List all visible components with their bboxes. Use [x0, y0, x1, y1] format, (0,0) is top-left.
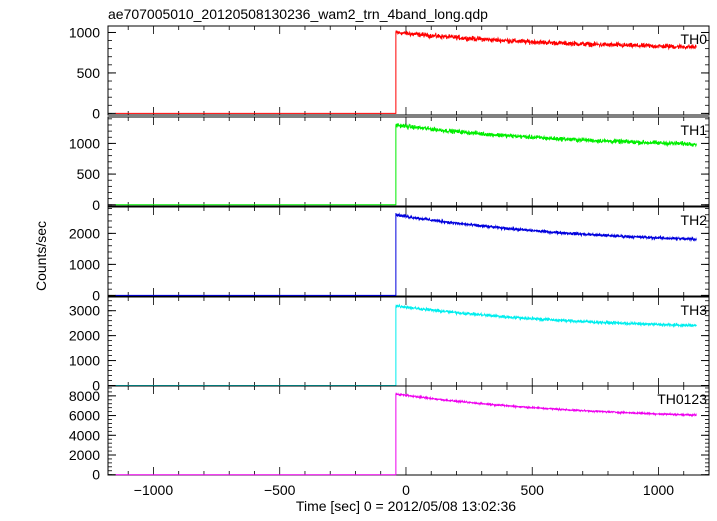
- series-name-th0: TH0: [681, 31, 708, 47]
- series-line-th0123: [115, 392, 697, 476]
- x-tick-label: 500: [521, 482, 545, 498]
- y-tick-label: 0: [92, 105, 100, 121]
- panel-th0: 0 500 1000 TH0: [69, 24, 710, 121]
- series-name-th1: TH1: [681, 122, 708, 138]
- x-tick-label: −1000: [134, 482, 174, 498]
- y-tick-label: 2000: [69, 225, 100, 241]
- y-tick-label: 500: [77, 65, 101, 81]
- panels-group: 0 500 1000 TH0 0 500 1000 TH1 0 1000 2000 TH2 0 1000 2…: [69, 24, 710, 498]
- x-tick-label: 0: [402, 482, 410, 498]
- panel-th3: 0 1000 2000 3000 TH3: [69, 296, 710, 394]
- y-tick-label: 1000: [69, 256, 100, 272]
- y-tick-label: 0: [92, 197, 100, 213]
- x-tick-label: −500: [264, 482, 296, 498]
- series-name-th2: TH2: [681, 212, 708, 228]
- y-tick-label: 0: [92, 378, 100, 394]
- panel-frame: [107, 206, 710, 297]
- series-line-th3: [115, 303, 697, 386]
- y-tick-label: 2000: [69, 447, 100, 463]
- panel-frame: [107, 296, 710, 387]
- y-tick-label: 500: [77, 166, 101, 182]
- y-tick-label: 1000: [69, 135, 100, 151]
- panel-frame: [107, 25, 710, 116]
- panel-frame: [107, 116, 710, 207]
- y-tick-label: 1000: [69, 353, 100, 369]
- y-tick-label: 0: [92, 467, 100, 483]
- panel-th1: 0 500 1000 TH1: [69, 116, 710, 213]
- panel-th0123: 0 2000 4000 6000 8000 TH0123: [69, 385, 710, 483]
- panel-th2: 0 1000 2000 TH2: [69, 206, 710, 303]
- panel-frame: [107, 385, 710, 476]
- series-line-th2: [115, 212, 697, 296]
- y-tick-label: 6000: [69, 408, 100, 424]
- series-name-th0123: TH0123: [657, 391, 707, 407]
- series-line-th0: [115, 30, 697, 114]
- y-tick-label: 8000: [69, 388, 100, 404]
- y-tick-label: 2000: [69, 328, 100, 344]
- series-name-th3: TH3: [681, 302, 708, 318]
- x-axis-label: Time [sec] 0 = 2012/05/08 13:02:36: [296, 498, 516, 514]
- y-tick-label: 3000: [69, 303, 100, 319]
- y-tick-label: 1000: [69, 24, 100, 40]
- x-tick-label: 1000: [643, 482, 674, 498]
- y-axis-label: Counts/sec: [33, 221, 49, 291]
- y-tick-label: 0: [92, 287, 100, 303]
- chart-title: ae707005010_20120508130236_wam2_trn_4ban…: [108, 6, 488, 22]
- y-tick-label: 4000: [69, 427, 100, 443]
- series-line-th1: [115, 122, 697, 206]
